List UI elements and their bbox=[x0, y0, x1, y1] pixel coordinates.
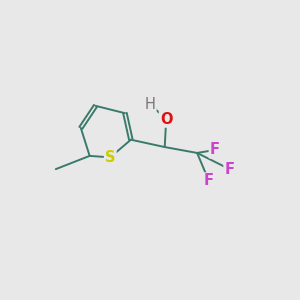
Text: O: O bbox=[160, 112, 172, 127]
Text: F: F bbox=[210, 142, 220, 158]
Text: S: S bbox=[105, 150, 116, 165]
Text: H: H bbox=[145, 97, 155, 112]
Text: F: F bbox=[204, 173, 214, 188]
Text: F: F bbox=[224, 162, 235, 177]
